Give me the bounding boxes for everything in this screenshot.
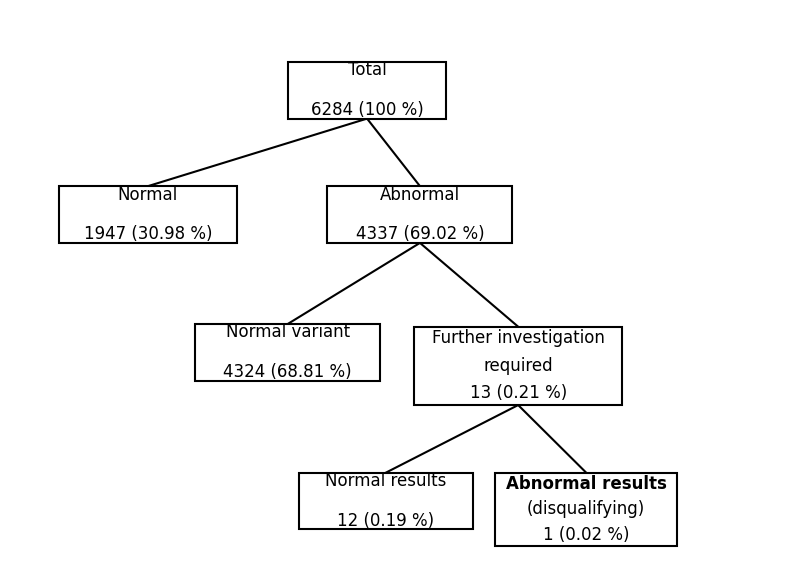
Text: 4324 (68.81 %): 4324 (68.81 %) bbox=[224, 363, 352, 381]
Text: 1947 (30.98 %): 1947 (30.98 %) bbox=[83, 225, 212, 243]
Text: 1 (0.02 %): 1 (0.02 %) bbox=[543, 526, 630, 543]
FancyBboxPatch shape bbox=[299, 473, 473, 530]
Text: Abnormal results: Abnormal results bbox=[506, 474, 667, 493]
Text: Normal results: Normal results bbox=[325, 472, 447, 490]
Text: Total: Total bbox=[348, 62, 386, 79]
Text: 12 (0.19 %): 12 (0.19 %) bbox=[338, 512, 434, 530]
Text: Normal variant: Normal variant bbox=[226, 324, 349, 342]
FancyBboxPatch shape bbox=[59, 186, 237, 243]
FancyBboxPatch shape bbox=[288, 62, 446, 118]
Text: 6284 (100 %): 6284 (100 %) bbox=[311, 101, 423, 119]
Text: Normal: Normal bbox=[118, 186, 178, 204]
Text: Further investigation: Further investigation bbox=[432, 329, 604, 347]
FancyBboxPatch shape bbox=[195, 324, 380, 381]
Text: 4337 (69.02 %): 4337 (69.02 %) bbox=[356, 225, 484, 243]
Text: required: required bbox=[483, 357, 553, 375]
Text: (disqualifying): (disqualifying) bbox=[527, 500, 645, 518]
FancyBboxPatch shape bbox=[414, 327, 622, 405]
FancyBboxPatch shape bbox=[496, 473, 677, 546]
Text: 13 (0.21 %): 13 (0.21 %) bbox=[470, 384, 567, 402]
FancyBboxPatch shape bbox=[327, 186, 512, 243]
Text: Abnormal: Abnormal bbox=[380, 186, 460, 204]
